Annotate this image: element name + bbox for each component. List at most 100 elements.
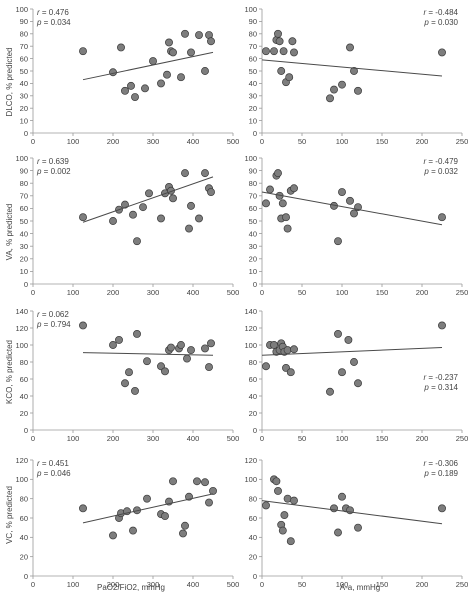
y-tick-label: 20 [20,409,28,418]
data-point [169,194,177,203]
scatter-panel: 0 20 40 60 80 100 120 140 0 100 200 300 400 500 r = 0.… [15,307,239,443]
data-point [338,188,346,196]
data-point [169,48,177,57]
trend-line [82,176,214,223]
data-point [290,184,298,193]
data-point [195,31,203,39]
y-tick-label: 50 [249,217,257,226]
y-tick-label: 30 [20,92,28,101]
y-tick-label: 50 [249,67,257,76]
data-point [354,379,362,388]
y-tick-label: 20 [20,104,28,113]
data-point [79,321,87,330]
y-tick-label: 100 [15,154,28,163]
data-point [350,209,358,218]
data-point [282,213,290,222]
data-point [127,81,135,90]
data-point [109,68,117,77]
data-point [326,387,334,396]
data-point [283,346,292,355]
data-point [262,501,270,510]
data-point [181,29,189,38]
y-tick-label: 20 [20,255,28,264]
y-tick-label: 40 [249,533,257,542]
data-point [338,492,346,501]
data-point [187,201,195,210]
y-tick-label: 60 [20,204,28,213]
data-point [285,73,294,82]
data-point [177,73,185,82]
data-point [286,368,295,377]
x-tick-label: 400 [187,137,200,146]
data-point [161,367,169,376]
correlation-annotation: r = 0.062 [37,310,69,319]
x-tick-label: 0 [31,288,35,297]
data-point [201,169,209,178]
y-tick-label: 100 [244,341,257,350]
x-tick-label: 100 [67,434,80,443]
y-tick-label: 30 [249,92,257,101]
data-point [165,38,173,47]
y-tick-label: 20 [249,552,257,561]
data-point [167,343,175,352]
data-point [334,237,342,246]
x-tick-label: 500 [227,288,240,297]
x-tick-label: 100 [67,137,80,146]
y-tick-label: 120 [15,324,28,333]
y-title-vc: VC, % predicted [5,486,14,544]
y-tick-label: 80 [20,494,28,503]
y-tick-label: 100 [15,341,28,350]
data-point [129,526,137,535]
trend-line [261,347,443,356]
y-title-kco: KCO, % predicted [5,340,14,404]
data-point [121,379,129,388]
y-tick-label: 20 [249,104,257,113]
y-tick-label: 60 [249,54,257,63]
x-tick-label: 100 [67,288,80,297]
y-tick-label: 40 [20,392,28,401]
x-title-right: A-a, mmHg [340,583,380,592]
data-point [354,86,362,95]
x-tick-label: 200 [107,434,120,443]
x-tick-label: 250 [456,288,469,297]
y-tick-label: 90 [20,166,28,175]
trend-line [82,352,214,356]
y-tick-label: 80 [20,179,28,188]
trend-line [261,500,443,525]
correlation-annotation: r = 0.476 [37,8,69,17]
y-tick-label: 60 [249,514,257,523]
y-tick-label: 40 [249,392,257,401]
data-point [195,214,203,223]
data-point [183,354,191,363]
y-tick-label: 0 [24,426,28,435]
x-tick-label: 0 [31,137,35,146]
data-point [346,506,354,515]
data-point [350,358,358,366]
data-point [278,199,287,208]
data-point [157,362,165,371]
data-point [143,357,151,366]
data-point [290,496,298,505]
data-point [334,528,342,537]
data-point [280,511,289,520]
y-tick-label: 20 [249,255,257,264]
y-tick-label: 70 [20,42,28,51]
data-point [133,237,141,246]
trend-line [82,493,214,524]
x-tick-label: 200 [416,137,429,146]
data-point [109,531,117,540]
y-tick-label: 40 [20,533,28,542]
data-point [193,477,201,486]
y-tick-label: 80 [249,358,257,367]
data-point [181,169,189,178]
x-tick-label: 0 [31,580,35,589]
data-point [205,363,213,372]
y-tick-label: 100 [15,475,28,484]
y-tick-label: 0 [24,129,28,138]
y-tick-label: 20 [249,409,257,418]
data-point [278,526,287,535]
y-tick-label: 100 [244,154,257,163]
y-tick-label: 30 [20,242,28,251]
y-tick-label: 50 [20,217,28,226]
